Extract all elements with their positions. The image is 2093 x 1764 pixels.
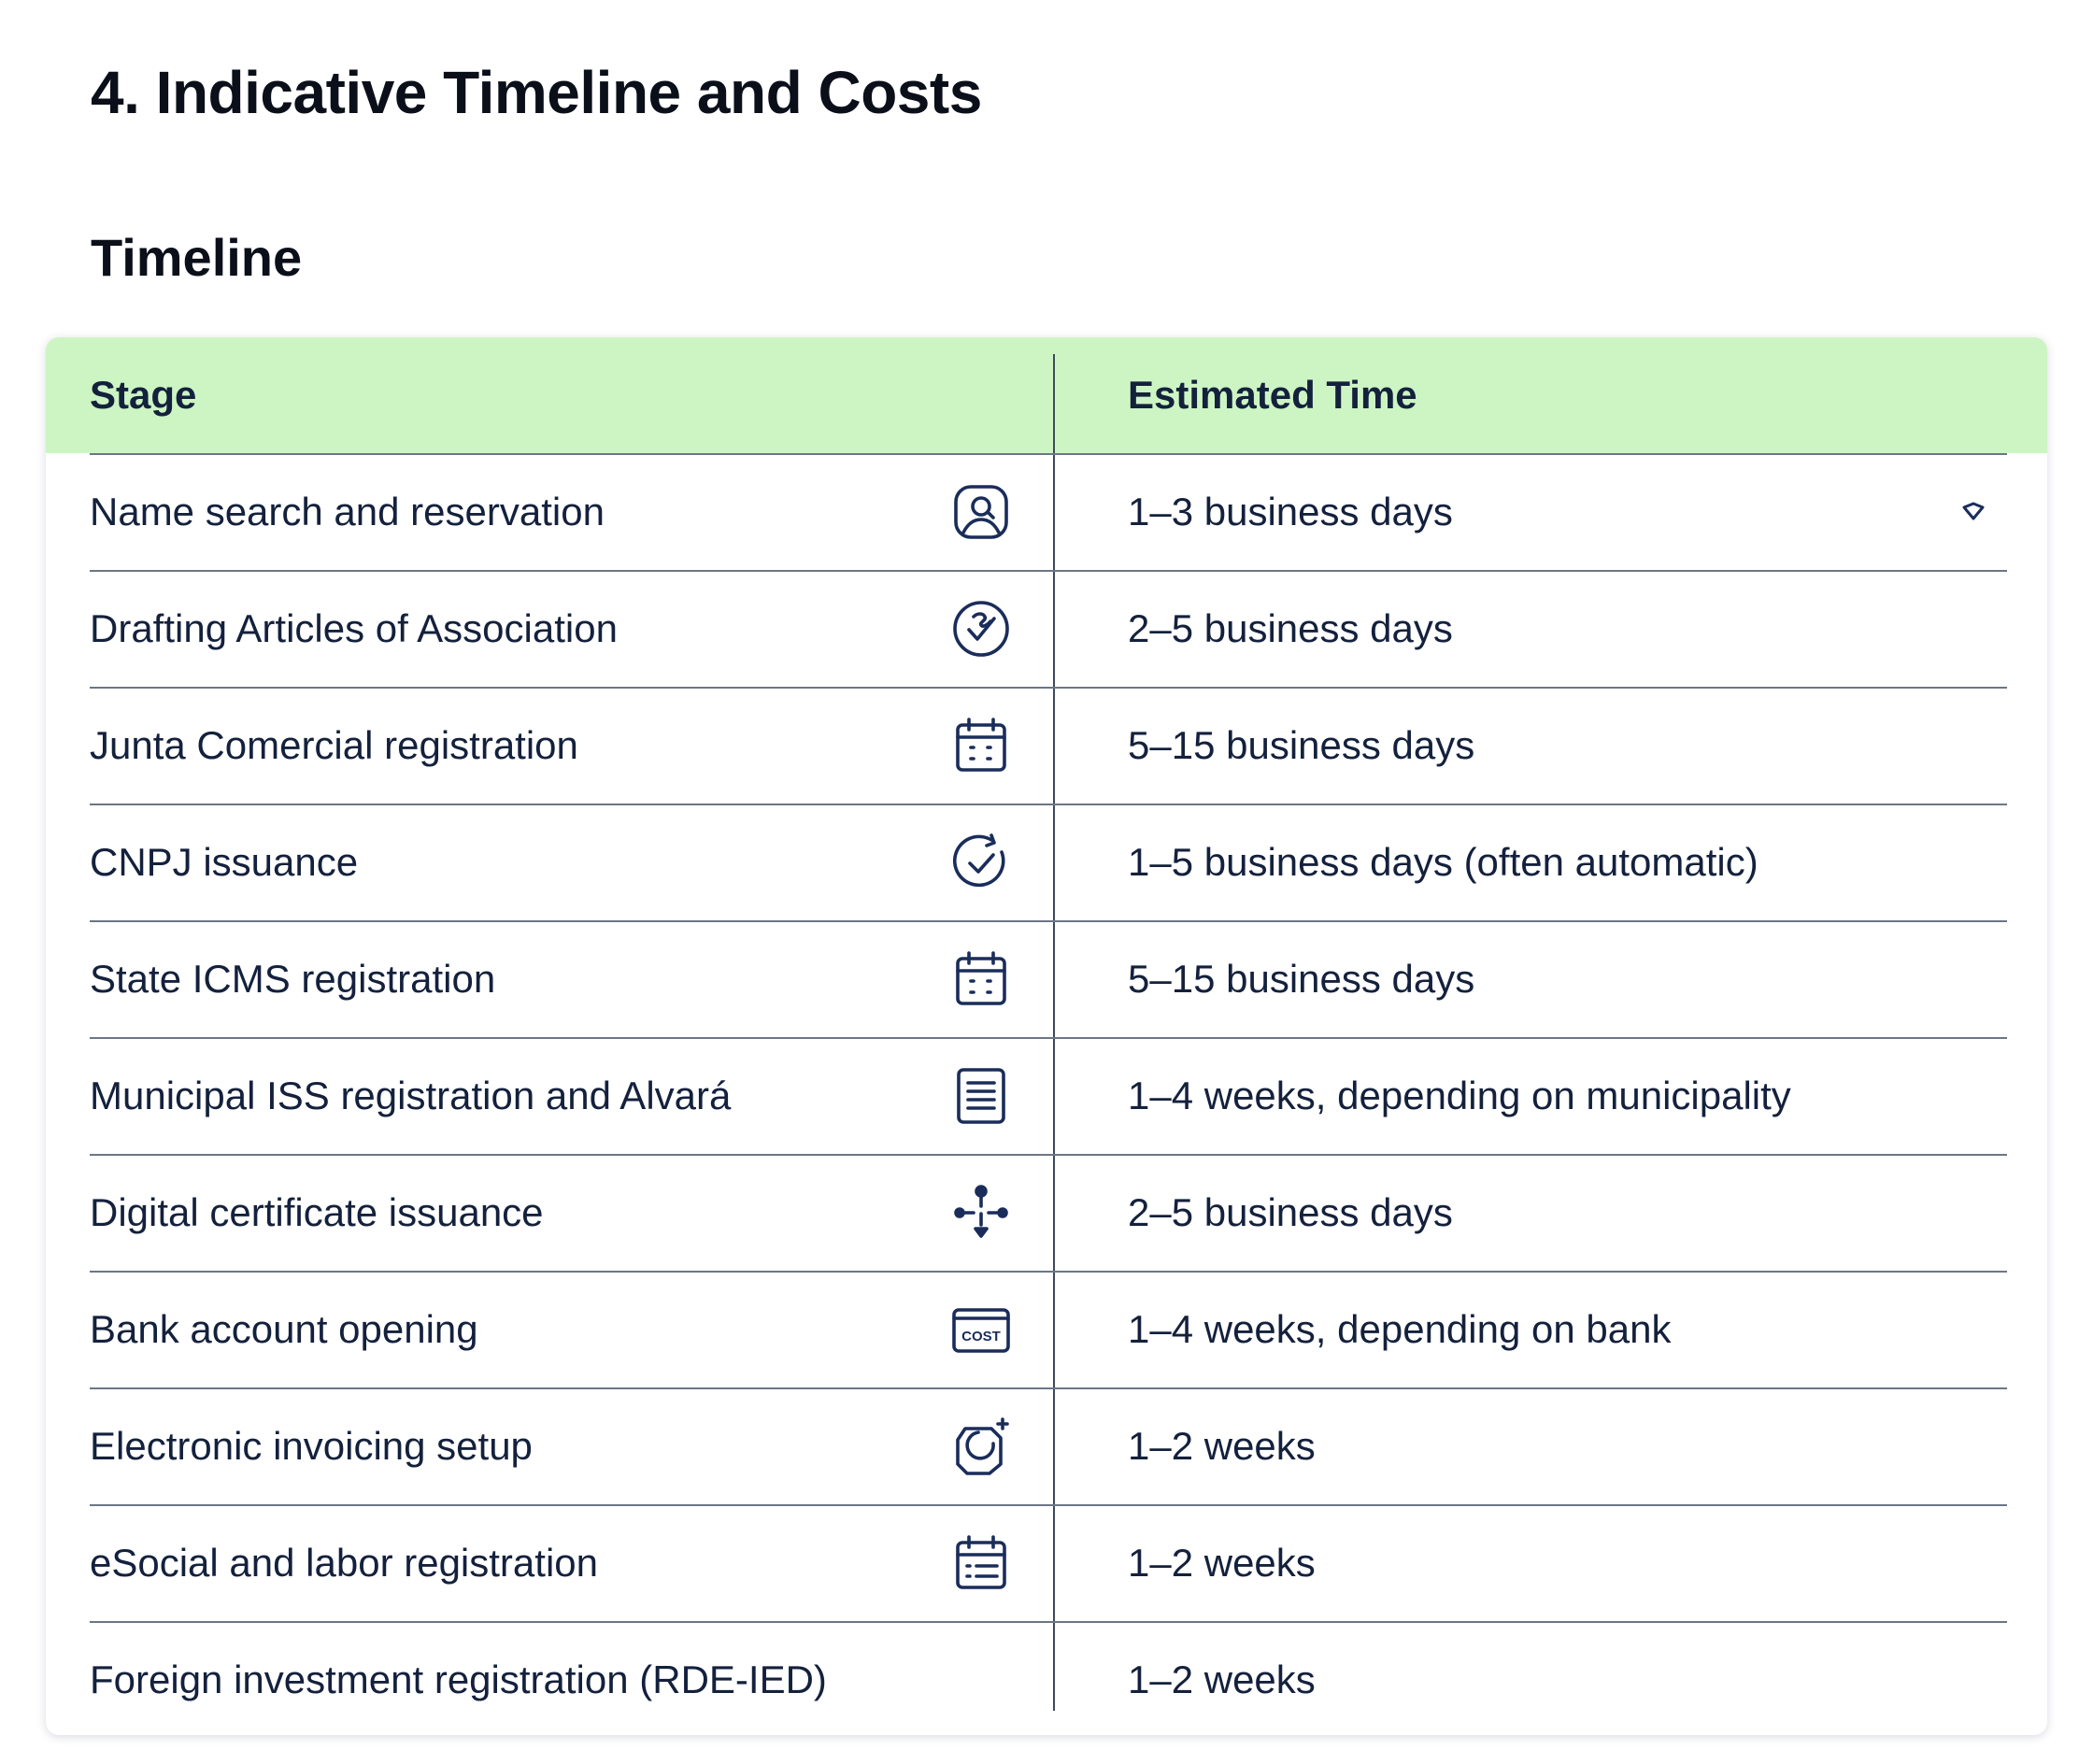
network-nodes-icon: [950, 1182, 1012, 1244]
stage-cell: Electronic invoicing setup: [90, 1424, 533, 1468]
timeline-table: Stage Estimated Time Name search and res…: [46, 337, 2047, 1735]
column-divider: [1053, 354, 1055, 1711]
cost-card-label: COST: [961, 1329, 1001, 1344]
stage-cell: Bank account opening: [90, 1307, 478, 1351]
table-row: Junta Comercial registration 5–15 busine…: [46, 687, 2047, 804]
time-cell: 1–2 weeks: [1128, 1541, 1316, 1585]
table-row: eSocial and labor registration 1–2 weeks: [46, 1504, 2047, 1621]
stage-cell: Junta Comercial registration: [90, 723, 578, 767]
stage-cell: State ICMS registration: [90, 957, 496, 1001]
stage-cell: Drafting Articles of Association: [90, 606, 618, 650]
stage-cell: Name search and reservation: [90, 490, 605, 533]
signed-check-icon: [950, 598, 1012, 660]
stage-cell: Foreign investment registration (RDE-IED…: [90, 1657, 827, 1701]
stage-cell: CNPJ issuance: [90, 840, 359, 884]
table-row: Municipal ISS registration and Alvará 1–…: [46, 1037, 2047, 1154]
time-cell: 1–4 weeks, depending on municipality: [1128, 1074, 1791, 1117]
table-row: State ICMS registration 5–15 business da…: [46, 920, 2047, 1037]
cost-card-icon: COST: [950, 1299, 1012, 1360]
time-cell: 1–2 weeks: [1128, 1424, 1316, 1468]
column-header-estimated-time: Estimated Time: [1128, 373, 1417, 417]
time-cell: 1–3 business days: [1128, 490, 1453, 533]
table-header-row: Stage Estimated Time: [46, 337, 2047, 453]
stage-cell: Digital certificate issuance: [90, 1190, 544, 1234]
calendar-list-icon: [950, 1532, 1012, 1594]
time-cell: 1–4 weeks, depending on bank: [1128, 1307, 1672, 1351]
time-cell: 5–15 business days: [1128, 957, 1475, 1001]
calendar-icon: [950, 948, 1012, 1010]
table-row: Bank account opening COST 1–4 weeks, dep…: [46, 1271, 2047, 1387]
table-body: Name search and reservation 1–3 business…: [46, 453, 2047, 1735]
time-cell: 2–5 business days: [1128, 606, 1453, 650]
time-cell: 1–5 business days (often automatic): [1128, 840, 1758, 884]
stage-cell: eSocial and labor registration: [90, 1541, 598, 1585]
expand-diamond-icon[interactable]: [1961, 499, 1986, 523]
time-cell: 5–15 business days: [1128, 723, 1475, 767]
table-row: Electronic invoicing setup 1–2 weeks: [46, 1387, 2047, 1504]
table-row: Foreign investment registration (RDE-IED…: [46, 1621, 2047, 1735]
refresh-check-icon: [950, 832, 1012, 893]
section-title-timeline: Timeline: [91, 228, 303, 287]
time-cell: 2–5 business days: [1128, 1190, 1453, 1234]
table-row: Drafting Articles of Association 2–5 bus…: [46, 570, 2047, 687]
table-row: Digital certificate issuance 2–5 busines…: [46, 1154, 2047, 1271]
column-header-stage: Stage: [90, 373, 197, 417]
sparkle-rotate-icon: [950, 1415, 1012, 1477]
time-cell: 1–2 weeks: [1128, 1657, 1316, 1701]
document-icon: [950, 1065, 1012, 1127]
table-row: Name search and reservation 1–3 business…: [46, 453, 2047, 570]
page-title: 4. Indicative Timeline and Costs: [91, 59, 982, 126]
user-search-icon: [950, 481, 1012, 543]
calendar-icon: [950, 715, 1012, 776]
stage-cell: Municipal ISS registration and Alvará: [90, 1074, 732, 1117]
table-row: CNPJ issuance 1–5 business days (often a…: [46, 804, 2047, 920]
